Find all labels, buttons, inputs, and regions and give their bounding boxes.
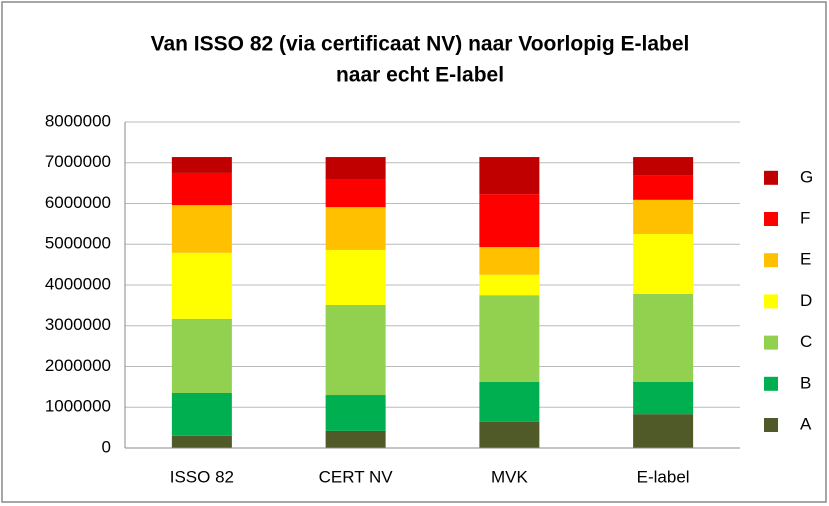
bar-segment [171, 318, 232, 393]
legend-swatch [764, 253, 778, 268]
bar-segment [479, 247, 540, 275]
x-tick-label: E-label [637, 467, 690, 486]
x-tick-label: CERT NV [319, 467, 394, 486]
chart-title: naar echt E-label [336, 64, 504, 87]
bar-segment [479, 421, 540, 448]
bar-segment [325, 179, 386, 208]
bar-segment [325, 249, 386, 305]
bar-segment [479, 194, 540, 248]
bar-segment [479, 381, 540, 422]
bar-segment [171, 172, 232, 206]
bar-segment [633, 175, 694, 200]
bar-segment [325, 395, 386, 431]
legend-label: A [800, 414, 812, 433]
y-tick-label: 0 [102, 437, 111, 456]
bar-segment [479, 274, 540, 296]
y-tick-label: 6000000 [45, 193, 111, 212]
bar-segment [171, 205, 232, 253]
legend-swatch [764, 418, 778, 432]
bar-segment [633, 234, 694, 294]
bar-segment [325, 304, 386, 396]
y-tick-label: 5000000 [45, 234, 111, 253]
legend-swatch [764, 335, 778, 350]
bar-segment [479, 295, 540, 382]
bar-segment [479, 157, 540, 195]
bar-segment [171, 392, 232, 436]
x-tick-label: ISSO 82 [170, 467, 234, 486]
y-tick-label: 1000000 [45, 397, 111, 416]
y-tick-label: 4000000 [45, 274, 111, 293]
legend-label: E [800, 250, 811, 269]
bar-segment [171, 157, 232, 173]
legend-label: D [800, 291, 812, 310]
chart-title: Van ISSO 82 (via certificaat NV) naar Vo… [151, 33, 690, 56]
y-tick-label: 8000000 [45, 111, 111, 130]
bar-segment [171, 252, 232, 319]
legend-label: F [800, 208, 810, 227]
bar-segment [633, 381, 694, 415]
y-tick-label: 3000000 [45, 315, 111, 334]
bar-segment [633, 293, 694, 382]
bar-segment [633, 414, 694, 448]
bar-segment [325, 430, 386, 448]
legend-label: G [800, 167, 813, 186]
legend-swatch [764, 212, 778, 226]
legend-label: B [800, 373, 811, 392]
y-tick-label: 2000000 [45, 356, 111, 375]
bar-segment [325, 157, 386, 180]
bar-segment [633, 199, 694, 235]
legend-swatch [764, 294, 778, 309]
y-tick-label: 7000000 [45, 152, 111, 171]
legend-swatch [764, 376, 778, 391]
legend-label: C [800, 332, 812, 351]
bar-segment [171, 435, 232, 448]
bar-segment [325, 207, 386, 250]
x-tick-label: MVK [491, 467, 529, 486]
legend-swatch [764, 170, 778, 185]
bar-segment [633, 157, 694, 176]
